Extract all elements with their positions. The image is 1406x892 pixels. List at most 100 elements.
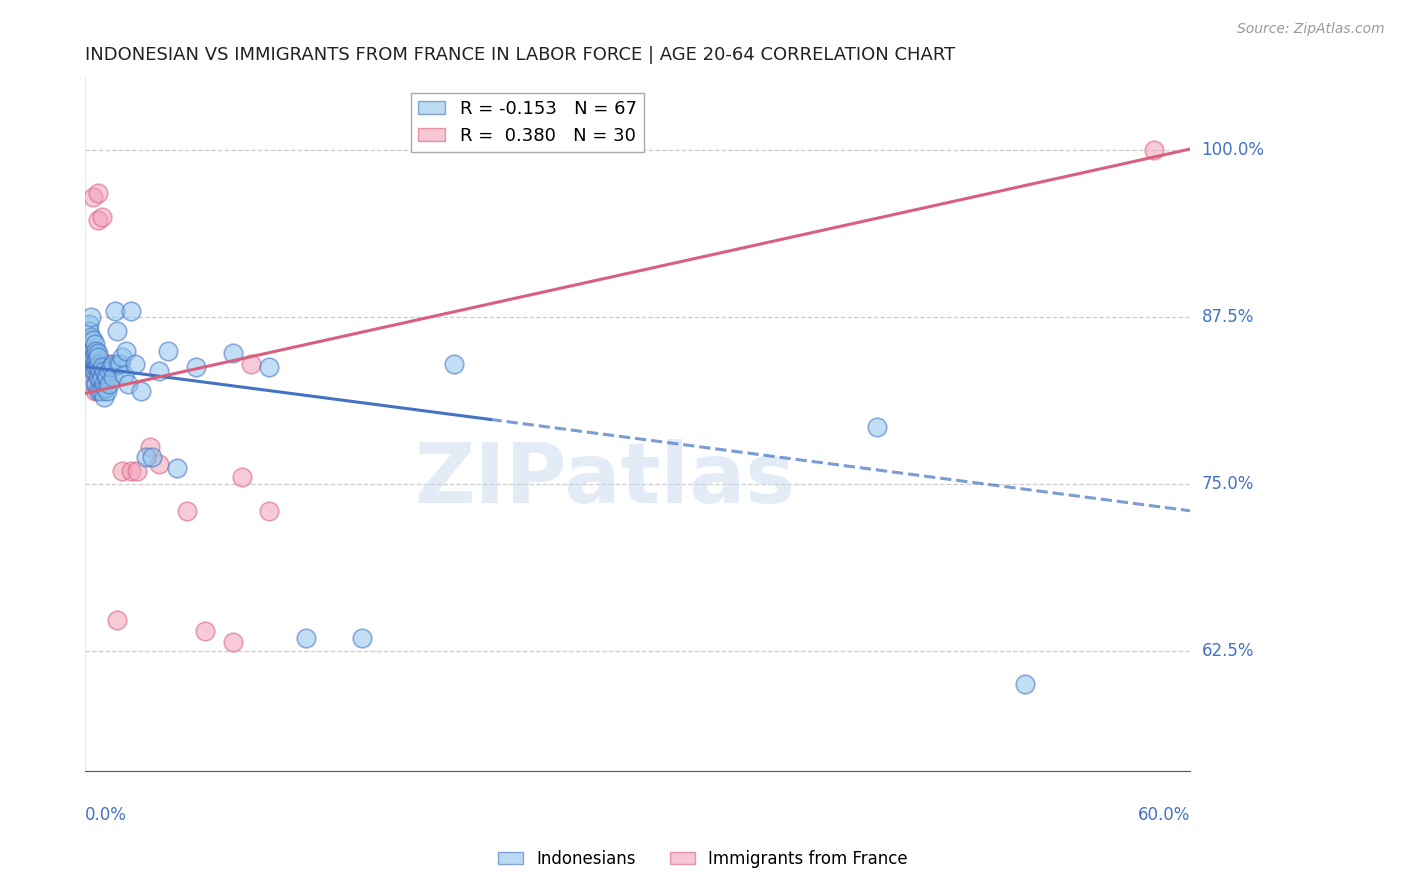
Point bbox=[98, 363, 121, 377]
Point bbox=[184, 359, 207, 374]
Point bbox=[76, 357, 98, 371]
Point bbox=[221, 634, 243, 648]
Point bbox=[77, 346, 100, 360]
Point bbox=[83, 346, 105, 360]
Point bbox=[83, 363, 105, 377]
Point bbox=[110, 357, 132, 371]
Point bbox=[89, 363, 111, 377]
Point bbox=[82, 343, 104, 358]
Point bbox=[129, 384, 152, 398]
Point bbox=[96, 370, 118, 384]
Text: 62.5%: 62.5% bbox=[1202, 642, 1254, 660]
Point bbox=[101, 357, 124, 371]
Point bbox=[82, 333, 104, 347]
Text: INDONESIAN VS IMMIGRANTS FROM FRANCE IN LABOR FORCE | AGE 20-64 CORRELATION CHAR: INDONESIAN VS IMMIGRANTS FROM FRANCE IN … bbox=[86, 46, 956, 64]
Point bbox=[89, 373, 111, 387]
Point bbox=[86, 343, 108, 358]
Point bbox=[89, 373, 111, 387]
Point bbox=[96, 384, 118, 398]
Point bbox=[139, 440, 162, 454]
Point bbox=[111, 464, 134, 478]
Text: 0.0%: 0.0% bbox=[86, 805, 127, 824]
Point bbox=[76, 363, 98, 377]
Point bbox=[100, 359, 122, 374]
Point bbox=[107, 357, 129, 371]
Point bbox=[86, 354, 108, 368]
Legend: Indonesians, Immigrants from France: Indonesians, Immigrants from France bbox=[492, 844, 914, 875]
Point bbox=[93, 376, 115, 391]
Point bbox=[93, 357, 115, 371]
Point bbox=[1014, 677, 1036, 691]
Point bbox=[87, 357, 110, 371]
Point bbox=[83, 337, 105, 351]
Point bbox=[86, 376, 108, 391]
Point bbox=[83, 363, 105, 377]
Legend: R = -0.153   N = 67, R =  0.380   N = 30: R = -0.153 N = 67, R = 0.380 N = 30 bbox=[411, 93, 644, 153]
Point bbox=[120, 303, 142, 318]
Point bbox=[105, 613, 128, 627]
Point bbox=[94, 381, 117, 395]
Point bbox=[350, 631, 373, 645]
Point bbox=[148, 363, 170, 377]
Point bbox=[135, 450, 157, 465]
Point bbox=[295, 631, 318, 645]
Point bbox=[80, 357, 103, 371]
Point bbox=[87, 346, 110, 360]
Point bbox=[98, 357, 121, 371]
Point bbox=[90, 359, 112, 374]
Point bbox=[194, 624, 217, 638]
Point bbox=[105, 324, 128, 338]
Point bbox=[82, 357, 104, 371]
Point bbox=[96, 373, 118, 387]
Point bbox=[259, 359, 281, 374]
Point bbox=[166, 461, 188, 475]
Point bbox=[87, 384, 110, 398]
Point bbox=[443, 357, 465, 371]
Point bbox=[83, 357, 105, 371]
Point bbox=[231, 470, 253, 484]
Point bbox=[83, 376, 105, 391]
Point bbox=[111, 351, 134, 365]
Point bbox=[82, 363, 104, 377]
Point bbox=[221, 346, 243, 360]
Point bbox=[86, 359, 108, 374]
Point bbox=[94, 368, 117, 382]
Point bbox=[176, 504, 198, 518]
Point bbox=[87, 186, 110, 200]
Point bbox=[866, 419, 889, 434]
Point bbox=[77, 317, 100, 331]
Point bbox=[98, 376, 121, 391]
Point bbox=[86, 357, 108, 371]
Point bbox=[93, 390, 115, 404]
Point bbox=[240, 357, 263, 371]
Point bbox=[104, 303, 127, 318]
Point bbox=[80, 310, 103, 325]
Text: 100.0%: 100.0% bbox=[1202, 141, 1264, 160]
Point bbox=[1142, 144, 1164, 158]
Point bbox=[259, 504, 281, 518]
Point bbox=[83, 384, 105, 398]
Point bbox=[120, 464, 142, 478]
Text: Source: ZipAtlas.com: Source: ZipAtlas.com bbox=[1237, 22, 1385, 37]
Point bbox=[80, 357, 103, 371]
Text: 75.0%: 75.0% bbox=[1202, 475, 1254, 493]
Point bbox=[80, 330, 103, 344]
Point bbox=[90, 384, 112, 398]
Point bbox=[90, 210, 112, 224]
Point bbox=[112, 368, 135, 382]
Point bbox=[124, 357, 146, 371]
Point bbox=[114, 343, 136, 358]
Point bbox=[101, 370, 124, 384]
Point bbox=[141, 450, 163, 465]
Point bbox=[77, 324, 100, 338]
Point bbox=[157, 343, 180, 358]
Point bbox=[148, 457, 170, 471]
Point bbox=[87, 370, 110, 384]
Text: 60.0%: 60.0% bbox=[1137, 805, 1191, 824]
Point bbox=[93, 363, 115, 377]
Text: 87.5%: 87.5% bbox=[1202, 309, 1254, 326]
Point bbox=[87, 359, 110, 374]
Point bbox=[82, 190, 104, 204]
Point bbox=[117, 376, 139, 391]
Point bbox=[90, 370, 112, 384]
